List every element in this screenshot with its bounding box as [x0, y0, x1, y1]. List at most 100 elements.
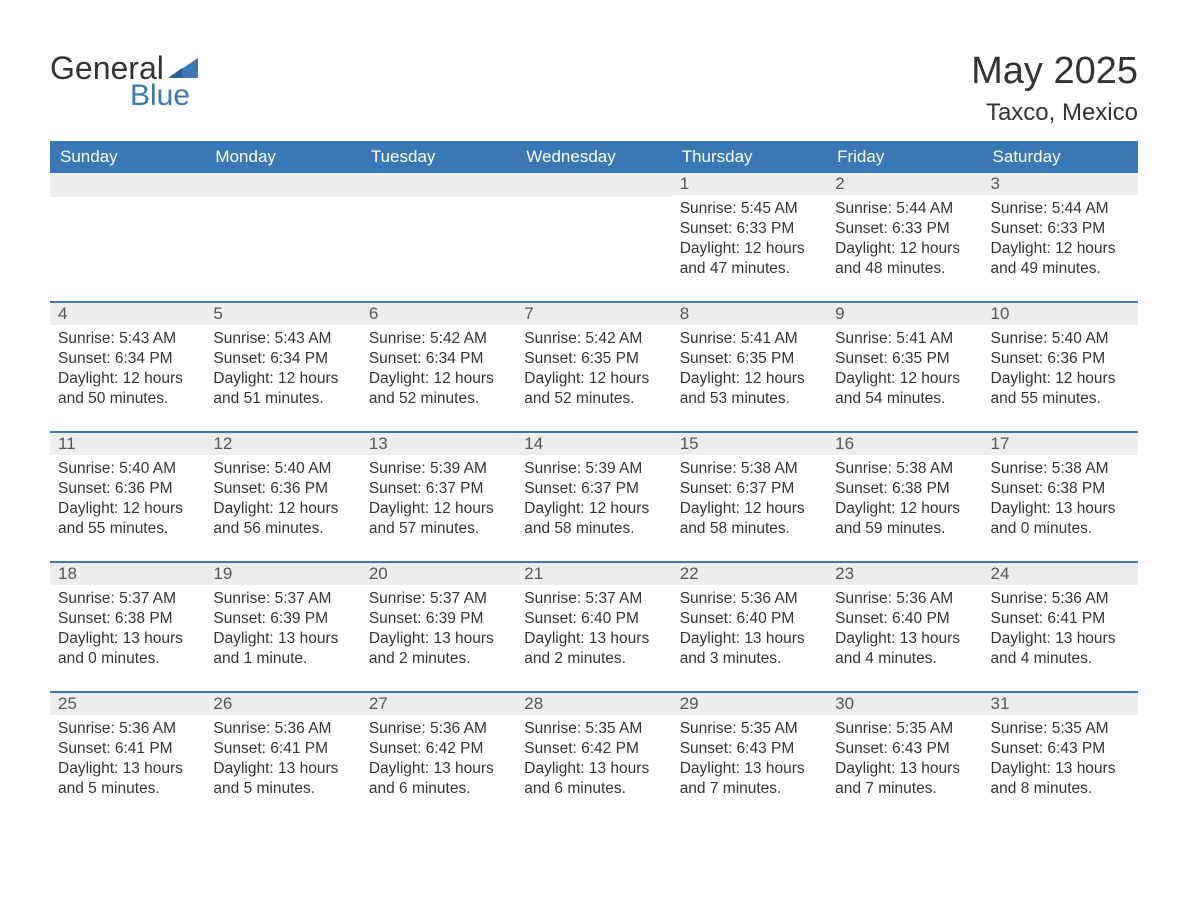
logo-text-blue: Blue — [130, 79, 190, 113]
day-content: Sunrise: 5:44 AMSunset: 6:33 PMDaylight:… — [827, 195, 982, 288]
day-number: 6 — [361, 303, 516, 325]
week-row: 18Sunrise: 5:37 AMSunset: 6:38 PMDayligh… — [50, 561, 1138, 691]
day-cell: 7Sunrise: 5:42 AMSunset: 6:35 PMDaylight… — [516, 303, 671, 431]
daylight-text: Daylight: 13 hours and 3 minutes. — [680, 629, 819, 669]
sunset-text: Sunset: 6:41 PM — [213, 739, 352, 759]
day-content: Sunrise: 5:36 AMSunset: 6:40 PMDaylight:… — [672, 585, 827, 678]
sunrise-text: Sunrise: 5:39 AM — [524, 459, 663, 479]
day-content: Sunrise: 5:35 AMSunset: 6:43 PMDaylight:… — [827, 715, 982, 808]
day-cell: 10Sunrise: 5:40 AMSunset: 6:36 PMDayligh… — [983, 303, 1138, 431]
day-number: 15 — [672, 433, 827, 455]
day-cell: 11Sunrise: 5:40 AMSunset: 6:36 PMDayligh… — [50, 433, 205, 561]
day-number: 13 — [361, 433, 516, 455]
sunrise-text: Sunrise: 5:37 AM — [524, 589, 663, 609]
daylight-text: Daylight: 12 hours and 58 minutes. — [680, 499, 819, 539]
sunset-text: Sunset: 6:40 PM — [680, 609, 819, 629]
day-content: Sunrise: 5:39 AMSunset: 6:37 PMDaylight:… — [516, 455, 671, 548]
day-cell: 30Sunrise: 5:35 AMSunset: 6:43 PMDayligh… — [827, 693, 982, 821]
sunset-text: Sunset: 6:35 PM — [835, 349, 974, 369]
sunset-text: Sunset: 6:38 PM — [58, 609, 197, 629]
day-number: 3 — [983, 173, 1138, 195]
daylight-text: Daylight: 13 hours and 2 minutes. — [524, 629, 663, 669]
daylight-text: Daylight: 12 hours and 53 minutes. — [680, 369, 819, 409]
week-row: 4Sunrise: 5:43 AMSunset: 6:34 PMDaylight… — [50, 301, 1138, 431]
day-content: Sunrise: 5:35 AMSunset: 6:42 PMDaylight:… — [516, 715, 671, 808]
day-cell: 1Sunrise: 5:45 AMSunset: 6:33 PMDaylight… — [672, 173, 827, 301]
day-number: 19 — [205, 563, 360, 585]
sunrise-text: Sunrise: 5:37 AM — [58, 589, 197, 609]
day-cell — [361, 173, 516, 301]
day-number: 24 — [983, 563, 1138, 585]
day-cell: 3Sunrise: 5:44 AMSunset: 6:33 PMDaylight… — [983, 173, 1138, 301]
sunrise-text: Sunrise: 5:36 AM — [991, 589, 1130, 609]
day-content: Sunrise: 5:36 AMSunset: 6:42 PMDaylight:… — [361, 715, 516, 808]
day-cell: 8Sunrise: 5:41 AMSunset: 6:35 PMDaylight… — [672, 303, 827, 431]
sunset-text: Sunset: 6:35 PM — [680, 349, 819, 369]
sunrise-text: Sunrise: 5:36 AM — [835, 589, 974, 609]
sunset-text: Sunset: 6:40 PM — [524, 609, 663, 629]
daylight-text: Daylight: 12 hours and 59 minutes. — [835, 499, 974, 539]
sunrise-text: Sunrise: 5:38 AM — [835, 459, 974, 479]
day-content: Sunrise: 5:38 AMSunset: 6:38 PMDaylight:… — [827, 455, 982, 548]
day-content: Sunrise: 5:42 AMSunset: 6:35 PMDaylight:… — [516, 325, 671, 418]
day-content: Sunrise: 5:38 AMSunset: 6:38 PMDaylight:… — [983, 455, 1138, 548]
day-cell: 28Sunrise: 5:35 AMSunset: 6:42 PMDayligh… — [516, 693, 671, 821]
daylight-text: Daylight: 13 hours and 6 minutes. — [369, 759, 508, 799]
day-number — [361, 173, 516, 197]
daylight-text: Daylight: 12 hours and 55 minutes. — [991, 369, 1130, 409]
day-number: 21 — [516, 563, 671, 585]
sunset-text: Sunset: 6:37 PM — [369, 479, 508, 499]
daylight-text: Daylight: 13 hours and 2 minutes. — [369, 629, 508, 669]
sunrise-text: Sunrise: 5:43 AM — [58, 329, 197, 349]
day-number: 31 — [983, 693, 1138, 715]
day-content: Sunrise: 5:38 AMSunset: 6:37 PMDaylight:… — [672, 455, 827, 548]
day-cell — [50, 173, 205, 301]
day-content: Sunrise: 5:41 AMSunset: 6:35 PMDaylight:… — [827, 325, 982, 418]
day-number: 1 — [672, 173, 827, 195]
sunset-text: Sunset: 6:39 PM — [369, 609, 508, 629]
day-content: Sunrise: 5:40 AMSunset: 6:36 PMDaylight:… — [50, 455, 205, 548]
day-cell: 29Sunrise: 5:35 AMSunset: 6:43 PMDayligh… — [672, 693, 827, 821]
day-header: Friday — [827, 141, 982, 173]
day-number: 14 — [516, 433, 671, 455]
day-content: Sunrise: 5:36 AMSunset: 6:41 PMDaylight:… — [983, 585, 1138, 678]
day-cell: 14Sunrise: 5:39 AMSunset: 6:37 PMDayligh… — [516, 433, 671, 561]
day-cell: 24Sunrise: 5:36 AMSunset: 6:41 PMDayligh… — [983, 563, 1138, 691]
sunset-text: Sunset: 6:34 PM — [369, 349, 508, 369]
day-number: 16 — [827, 433, 982, 455]
day-content: Sunrise: 5:45 AMSunset: 6:33 PMDaylight:… — [672, 195, 827, 288]
sunset-text: Sunset: 6:37 PM — [524, 479, 663, 499]
sunrise-text: Sunrise: 5:40 AM — [991, 329, 1130, 349]
sunrise-text: Sunrise: 5:38 AM — [991, 459, 1130, 479]
day-cell: 6Sunrise: 5:42 AMSunset: 6:34 PMDaylight… — [361, 303, 516, 431]
day-number: 11 — [50, 433, 205, 455]
daylight-text: Daylight: 12 hours and 56 minutes. — [213, 499, 352, 539]
day-content: Sunrise: 5:40 AMSunset: 6:36 PMDaylight:… — [205, 455, 360, 548]
logo: General Blue — [50, 50, 198, 113]
day-cell: 12Sunrise: 5:40 AMSunset: 6:36 PMDayligh… — [205, 433, 360, 561]
location: Taxco, Mexico — [971, 99, 1138, 127]
sunset-text: Sunset: 6:40 PM — [835, 609, 974, 629]
day-header: Sunday — [50, 141, 205, 173]
sunrise-text: Sunrise: 5:36 AM — [213, 719, 352, 739]
daylight-text: Daylight: 12 hours and 50 minutes. — [58, 369, 197, 409]
day-header: Saturday — [983, 141, 1138, 173]
day-cell: 23Sunrise: 5:36 AMSunset: 6:40 PMDayligh… — [827, 563, 982, 691]
daylight-text: Daylight: 13 hours and 0 minutes. — [58, 629, 197, 669]
day-cell: 13Sunrise: 5:39 AMSunset: 6:37 PMDayligh… — [361, 433, 516, 561]
daylight-text: Daylight: 12 hours and 49 minutes. — [991, 239, 1130, 279]
day-content: Sunrise: 5:42 AMSunset: 6:34 PMDaylight:… — [361, 325, 516, 418]
sunrise-text: Sunrise: 5:40 AM — [58, 459, 197, 479]
day-content: Sunrise: 5:37 AMSunset: 6:40 PMDaylight:… — [516, 585, 671, 678]
day-content: Sunrise: 5:39 AMSunset: 6:37 PMDaylight:… — [361, 455, 516, 548]
day-cell: 31Sunrise: 5:35 AMSunset: 6:43 PMDayligh… — [983, 693, 1138, 821]
day-number: 8 — [672, 303, 827, 325]
day-header: Wednesday — [516, 141, 671, 173]
daylight-text: Daylight: 12 hours and 52 minutes. — [524, 369, 663, 409]
sunrise-text: Sunrise: 5:36 AM — [680, 589, 819, 609]
day-content: Sunrise: 5:35 AMSunset: 6:43 PMDaylight:… — [983, 715, 1138, 808]
daylight-text: Daylight: 12 hours and 58 minutes. — [524, 499, 663, 539]
day-content: Sunrise: 5:37 AMSunset: 6:38 PMDaylight:… — [50, 585, 205, 678]
day-cell: 19Sunrise: 5:37 AMSunset: 6:39 PMDayligh… — [205, 563, 360, 691]
day-cell: 25Sunrise: 5:36 AMSunset: 6:41 PMDayligh… — [50, 693, 205, 821]
